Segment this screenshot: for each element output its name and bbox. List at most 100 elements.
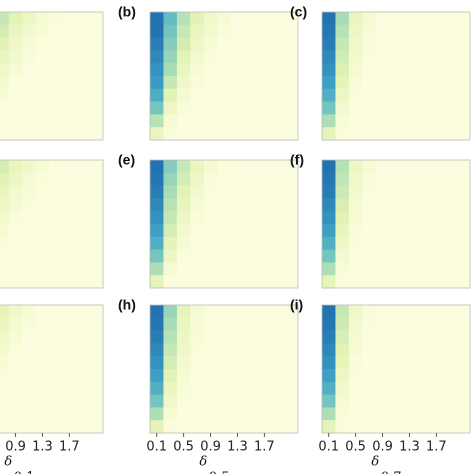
heatmap-cell: [257, 88, 272, 102]
heatmap-cell: [271, 101, 285, 115]
heatmap-cell: [150, 381, 164, 395]
heatmap-cell: [402, 12, 417, 26]
heatmap-cell: [76, 127, 90, 141]
heatmap-cell: [375, 407, 390, 421]
heatmap-cell: [402, 224, 417, 238]
panel: (h) 0.1 0.5 0.9 1.3 1.7 δpr = 0.5: [118, 297, 299, 474]
heatmap-cell: [8, 317, 23, 331]
heatmap-cell: [271, 224, 285, 238]
caption-rest: = 0.7: [362, 470, 402, 474]
x-axis-label: δ: [371, 455, 379, 470]
heatmap-cell: [0, 37, 10, 51]
heatmap-cell: [456, 76, 471, 90]
heatmap-cell: [190, 63, 205, 77]
heatmap-cell: [217, 211, 232, 225]
heatmap-cell: [348, 305, 363, 319]
heatmap-cell: [49, 236, 63, 250]
heatmap-cell: [271, 76, 285, 90]
heatmap-cell: [389, 76, 404, 90]
heatmap-cell: [0, 50, 10, 64]
heatmap-cell: [322, 50, 336, 64]
heatmap-cell: [62, 275, 77, 289]
heatmap-cell: [35, 114, 50, 128]
heatmap-cell: [322, 317, 336, 331]
heatmap-cell: [284, 12, 299, 26]
heatmap-cell: [203, 236, 218, 250]
heatmap-cell: [389, 330, 404, 344]
heatmap-cell: [443, 76, 457, 90]
heatmap-cell: [190, 394, 205, 408]
heatmap-cell: [217, 198, 232, 212]
heatmap-cell: [89, 50, 104, 64]
heatmap-cell: [456, 12, 471, 26]
heatmap-cell: [89, 24, 104, 38]
heatmap-cell: [244, 50, 258, 64]
heatmap-cell: [322, 127, 336, 141]
heatmap-cell: [35, 198, 50, 212]
heatmap-cell: [257, 407, 272, 421]
heatmap-cell: [35, 185, 50, 199]
heatmap-cell: [76, 330, 90, 344]
heatmap-cell: [257, 12, 272, 26]
heatmap-cell: [163, 12, 178, 26]
heatmap-cell: [375, 185, 390, 199]
heatmap-cell: [8, 356, 23, 370]
heatmap-cell: [230, 343, 245, 357]
heatmap-cell: [244, 172, 258, 186]
heatmap-cell: [8, 249, 23, 263]
heatmap-cell: [416, 198, 430, 212]
heatmap-cell: [443, 185, 457, 199]
heatmap-cell: [22, 224, 37, 238]
heatmap-cell: [150, 12, 164, 26]
heatmap-cell: [362, 224, 377, 238]
panel: (c): [290, 4, 471, 141]
heatmap-cell: [163, 249, 178, 263]
heatmap-cell: [8, 114, 23, 128]
heatmap-cell: [217, 420, 232, 434]
heatmap-cell: [22, 381, 37, 395]
heatmap-cell: [76, 407, 90, 421]
heatmap-cell: [8, 381, 23, 395]
heatmap-cell: [163, 211, 178, 225]
heatmap-cell: [322, 394, 336, 408]
heatmap-cell: [389, 50, 404, 64]
heatmap-cell: [0, 369, 10, 383]
panel: (b): [118, 4, 299, 141]
heatmap-cell: [190, 12, 205, 26]
heatmap-cell: [163, 24, 178, 38]
heatmap-cell: [271, 12, 285, 26]
heatmap-cell: [35, 211, 50, 225]
heatmap-cell: [443, 63, 457, 77]
heatmap-cell: [76, 224, 90, 238]
heatmap-cell: [416, 160, 430, 174]
heatmap-cell: [322, 420, 336, 434]
heatmap-cell: [176, 114, 191, 128]
heatmap-cell: [362, 211, 377, 225]
heatmap-cell: [271, 343, 285, 357]
heatmap-cell: [456, 114, 471, 128]
heatmap-cell: [389, 249, 404, 263]
heatmap-cell: [49, 407, 63, 421]
heatmap-cell: [76, 262, 90, 276]
heatmap-cell: [22, 114, 37, 128]
heatmap-cell: [62, 420, 77, 434]
heatmap-cell: [322, 236, 336, 250]
heatmap-cell: [443, 343, 457, 357]
heatmap-cell: [190, 37, 205, 51]
heatmap-cell: [35, 24, 50, 38]
heatmap-cell: [322, 24, 336, 38]
heatmap-cell: [456, 369, 471, 383]
heatmap-cell: [35, 420, 50, 434]
heatmap-cell: [284, 407, 299, 421]
heatmap-cell: [443, 50, 457, 64]
heatmap-cell: [402, 275, 417, 289]
heatmap-cell: [416, 356, 430, 370]
heatmap-cell: [217, 50, 232, 64]
heatmap-cell: [271, 160, 285, 174]
heatmap-cell: [443, 407, 457, 421]
heatmap-cell: [429, 407, 444, 421]
heatmap-cell: [150, 88, 164, 102]
heatmap-cell: [217, 101, 232, 115]
heatmap-cell: [203, 185, 218, 199]
heatmap-cell: [271, 211, 285, 225]
